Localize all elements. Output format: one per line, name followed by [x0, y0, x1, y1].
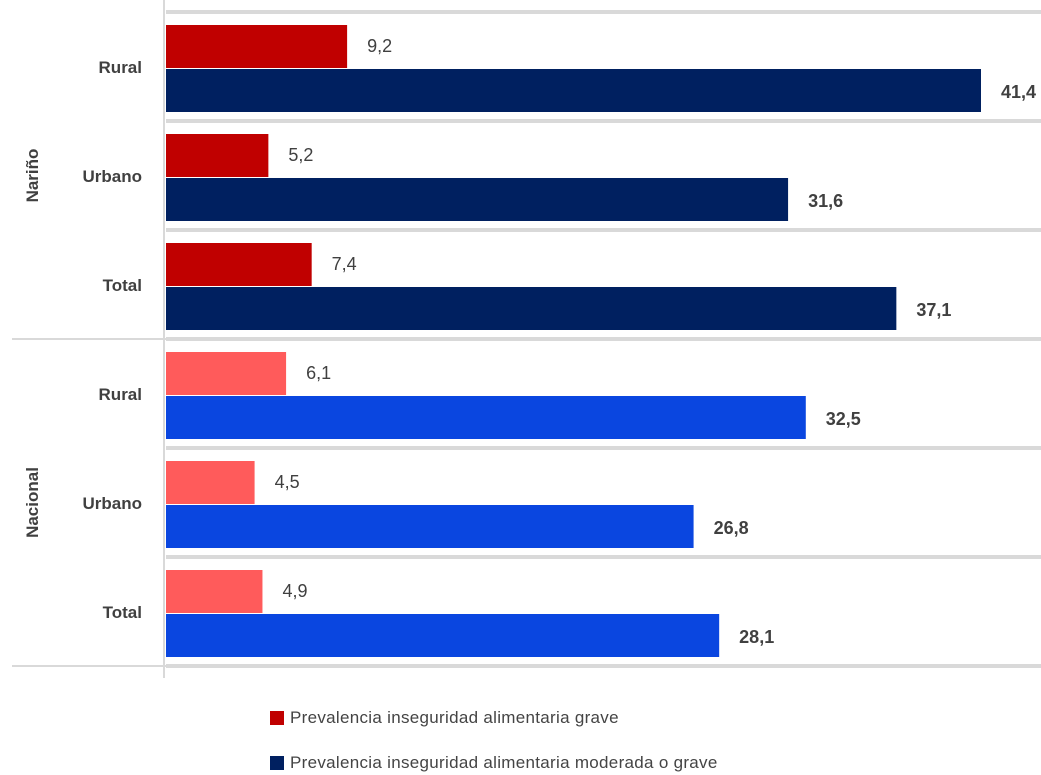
- legend-swatch-grave: [270, 711, 284, 725]
- data-label-moderada: 26,8: [714, 518, 749, 538]
- legend-label-grave: Prevalencia inseguridad alimentaria grav…: [290, 708, 619, 727]
- legend-swatch-moderada: [270, 756, 284, 770]
- data-label-moderada: 41,4: [1001, 82, 1036, 102]
- bar-moderada: [166, 178, 789, 221]
- category-label: Urbano: [83, 167, 143, 186]
- bar-moderada: [166, 287, 897, 330]
- bar-moderada: [166, 505, 694, 548]
- legend-item-moderada: Prevalencia inseguridad alimentaria mode…: [270, 753, 718, 773]
- legend-label-moderada: Prevalencia inseguridad alimentaria mode…: [290, 753, 718, 772]
- data-label-grave: 5,2: [288, 145, 313, 165]
- bar-grave: [166, 461, 255, 504]
- data-label-grave: 4,5: [275, 472, 300, 492]
- bar-chart: Nariño Rural 9,2 41,4 Urbano 5,2 31,6 Total 7,4 3…: [12, 0, 1041, 678]
- category-label: Urbano: [83, 494, 143, 513]
- category-label: Rural: [99, 58, 142, 77]
- data-label-moderada: 31,6: [808, 191, 843, 211]
- bar-moderada: [166, 614, 720, 657]
- category-label: Total: [103, 276, 142, 295]
- legend-item-grave: Prevalencia inseguridad alimentaria grav…: [270, 708, 619, 728]
- data-label-grave: 7,4: [332, 254, 357, 274]
- bar-grave: [166, 134, 269, 177]
- data-label-grave: 9,2: [367, 36, 392, 56]
- bar-moderada: [166, 69, 981, 112]
- data-label-moderada: 37,1: [916, 300, 951, 320]
- category-label: Total: [103, 603, 142, 622]
- data-label-moderada: 28,1: [739, 627, 774, 647]
- category-label: Rural: [99, 385, 142, 404]
- group-label: Nacional: [23, 467, 42, 538]
- bar-grave: [166, 243, 312, 286]
- data-label-grave: 6,1: [306, 363, 331, 383]
- bar-moderada: [166, 396, 806, 439]
- data-label-grave: 4,9: [282, 581, 307, 601]
- bar-grave: [166, 352, 287, 395]
- bar-grave: [166, 570, 263, 613]
- group-label: Nariño: [23, 149, 42, 203]
- bar-grave: [166, 25, 348, 68]
- data-label-moderada: 32,5: [826, 409, 861, 429]
